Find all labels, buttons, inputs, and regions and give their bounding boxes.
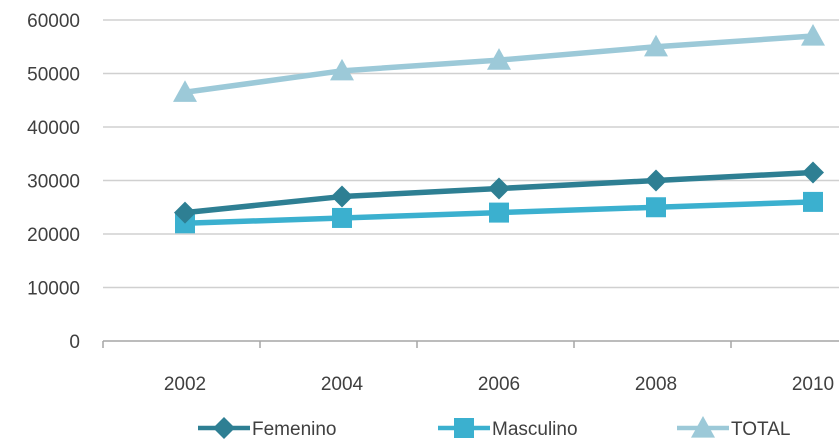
legend-label: Masculino [492, 419, 578, 439]
legend-item-total: TOTAL [677, 416, 790, 439]
data-point-total [801, 24, 825, 46]
data-point-femenino [802, 161, 824, 184]
data-point-masculino [803, 191, 823, 212]
data-point-femenino [174, 201, 196, 224]
y-tick-label: 20000 [27, 225, 80, 246]
legend-item-masculino: Masculino [438, 418, 578, 439]
x-tick-label: 2006 [478, 374, 520, 395]
legend-item-femenino: Femenino [198, 417, 337, 439]
data-point-total [644, 34, 668, 57]
x-tick-label: 2010 [792, 374, 834, 395]
data-point-masculino [489, 202, 509, 223]
x-tick-label: 2004 [321, 374, 364, 395]
legend-label: TOTAL [731, 419, 790, 439]
data-point-femenino [488, 177, 510, 200]
legend: Femenino Masculino TOTAL [198, 416, 790, 439]
data-point-total [330, 58, 354, 81]
series-group [173, 24, 825, 234]
y-tick-label: 50000 [27, 65, 80, 86]
data-point-total [173, 80, 197, 102]
legend-marker [454, 418, 474, 438]
data-point-total [487, 48, 511, 70]
x-axis-tick-labels: 2002 2004 2006 2008 2010 [164, 374, 834, 395]
series-masculino [175, 191, 823, 234]
axes [102, 340, 839, 348]
gridlines [103, 19, 839, 289]
legend-marker [213, 417, 235, 439]
y-tick-label: 10000 [27, 279, 80, 300]
series-femenino [174, 161, 824, 224]
data-point-femenino [645, 169, 667, 192]
data-point-femenino [331, 185, 353, 208]
legend-marker [691, 416, 715, 438]
y-tick-label: 0 [69, 332, 80, 353]
y-tick-label: 40000 [27, 118, 80, 139]
data-point-masculino [646, 197, 666, 218]
data-point-masculino [332, 207, 352, 228]
x-tick-label: 2008 [635, 374, 677, 395]
series-total [173, 24, 825, 102]
y-tick-label: 60000 [27, 11, 80, 32]
y-tick-label: 30000 [27, 172, 80, 193]
legend-label: Femenino [252, 419, 337, 439]
x-tick-label: 2002 [164, 374, 206, 395]
y-axis-tick-labels: 0 10000 20000 30000 40000 50000 60000 [27, 11, 80, 353]
